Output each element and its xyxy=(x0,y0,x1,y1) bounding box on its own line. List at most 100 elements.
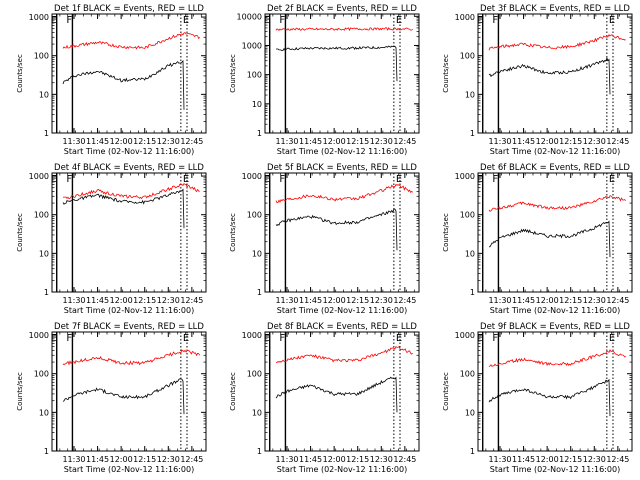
x-tick-label: 12:00 xyxy=(536,137,559,146)
x-tick-label: 11:45 xyxy=(86,296,109,305)
y-tick-label: 100 xyxy=(460,211,475,220)
x-axis-label: Start Time (02-Nov-12 11:16:00) xyxy=(277,306,407,315)
chart-panel-5: Det 5f BLACK = Events, RED = LLD 1 10 100 10… xyxy=(229,163,420,315)
y-tick-label: 10 xyxy=(252,249,262,258)
marker-label: F xyxy=(279,174,285,185)
y-axis-label: Counts/sec xyxy=(229,54,237,93)
events-series-line xyxy=(62,188,185,229)
y-tick-label: 1 xyxy=(470,288,475,297)
marker-label: F xyxy=(279,333,285,344)
x-tick-label: 12:00 xyxy=(323,296,346,305)
x-tick-label: 12:45 xyxy=(180,296,203,305)
x-tick-label: 12:30 xyxy=(370,137,393,146)
x-tick-label: 11:30 xyxy=(62,296,85,305)
chart-panel-8: Det 8f BLACK = Events, RED = LLD 1 10 100 10… xyxy=(229,322,420,474)
x-axis-label: Start Time (02-Nov-12 11:16:00) xyxy=(490,306,620,315)
events-series-line xyxy=(488,378,611,417)
chart-title: Det 2f BLACK = Events, RED = LLD xyxy=(267,4,417,14)
y-tick-label: 100 xyxy=(34,211,49,220)
marker-label: E xyxy=(51,333,57,344)
y-axis-label: Counts/sec xyxy=(442,372,450,411)
chart-title: Det 8f BLACK = Events, RED = LLD xyxy=(267,322,417,332)
marker-label: F xyxy=(492,174,498,185)
y-tick-label: 1000 xyxy=(455,13,475,22)
chart-title: Det 7f BLACK = Events, RED = LLD xyxy=(54,322,204,332)
x-tick-label: 11:30 xyxy=(275,455,298,464)
y-tick-label: 1000 xyxy=(29,331,49,340)
x-tick-label: 12:45 xyxy=(393,137,416,146)
lld-series-line xyxy=(275,345,413,363)
marker-label: E xyxy=(396,333,402,344)
chart-title: Det 9f BLACK = Events, RED = LLD xyxy=(480,322,630,332)
marker-label: E xyxy=(264,333,270,344)
y-axis-label: Counts/sec xyxy=(229,372,237,411)
marker-label: E xyxy=(183,333,189,344)
x-tick-label: 12:30 xyxy=(157,455,180,464)
x-tick-label: 12:15 xyxy=(346,137,369,146)
y-tick-label: 10 xyxy=(39,408,49,417)
chart-title: Det 1f BLACK = Events, RED = LLD xyxy=(54,4,204,14)
lld-series-line xyxy=(62,182,200,200)
x-tick-label: 12:00 xyxy=(110,137,133,146)
marker-label: E xyxy=(51,15,57,26)
y-axis-label: Counts/sec xyxy=(229,213,237,252)
plot-frame xyxy=(477,13,633,134)
y-tick-label: 100 xyxy=(34,52,49,61)
x-tick-label: 11:45 xyxy=(299,137,322,146)
y-tick-label: 1 xyxy=(257,447,262,456)
lld-series-line xyxy=(275,27,413,32)
y-tick-label: 10000 xyxy=(237,12,262,21)
y-tick-label: 10 xyxy=(465,249,475,258)
y-tick-label: 100 xyxy=(247,211,262,220)
x-tick-label: 12:15 xyxy=(559,137,582,146)
marker-label: E xyxy=(396,174,402,185)
marker-label: E xyxy=(183,15,189,26)
x-axis-label: Start Time (02-Nov-12 11:16:00) xyxy=(277,147,407,156)
chart-panel-7: Det 7f BLACK = Events, RED = LLD 1 10 100 10… xyxy=(16,322,207,474)
y-tick-label: 10 xyxy=(252,408,262,417)
y-tick-label: 1 xyxy=(44,447,49,456)
y-tick-label: 10 xyxy=(252,100,262,109)
x-tick-label: 11:45 xyxy=(299,296,322,305)
x-axis-label: Start Time (02-Nov-12 11:16:00) xyxy=(490,465,620,474)
y-axis-label: Counts/sec xyxy=(442,54,450,93)
x-tick-label: 12:15 xyxy=(133,137,156,146)
chart-title: Det 5f BLACK = Events, RED = LLD xyxy=(267,163,417,173)
chart-panel-9: Det 9f BLACK = Events, RED = LLD 1 10 100 10… xyxy=(442,322,633,474)
marker-label: E xyxy=(264,15,270,26)
plot-frame xyxy=(51,331,207,452)
events-series-line xyxy=(276,45,398,82)
x-tick-label: 11:30 xyxy=(275,137,298,146)
y-tick-label: 1 xyxy=(44,129,49,138)
plot-frame xyxy=(51,172,207,293)
y-tick-label: 1000 xyxy=(455,172,475,181)
events-series-line xyxy=(62,378,185,415)
marker-label: E xyxy=(183,174,189,185)
x-tick-label: 12:00 xyxy=(536,455,559,464)
chart-panel-3: Det 3f BLACK = Events, RED = LLD 1 10 100 10… xyxy=(442,4,633,156)
marker-label: E xyxy=(609,333,615,344)
chart-title: Det 3f BLACK = Events, RED = LLD xyxy=(480,4,630,14)
x-tick-label: 12:30 xyxy=(157,137,180,146)
x-axis-label: Start Time (02-Nov-12 11:16:00) xyxy=(64,465,194,474)
chart-panel-2: Det 2f BLACK = Events, RED = LLD 1 10 100 10… xyxy=(229,4,420,156)
y-tick-label: 1 xyxy=(257,288,262,297)
x-tick-label: 12:30 xyxy=(583,137,606,146)
events-series-line xyxy=(275,208,398,251)
y-tick-label: 1000 xyxy=(29,13,49,22)
events-series-line xyxy=(488,56,611,95)
x-tick-label: 11:45 xyxy=(512,296,535,305)
y-tick-label: 100 xyxy=(460,370,475,379)
x-tick-label: 12:00 xyxy=(323,137,346,146)
plot-frame xyxy=(264,13,420,134)
x-tick-label: 12:30 xyxy=(583,296,606,305)
x-tick-label: 12:30 xyxy=(583,455,606,464)
y-tick-label: 100 xyxy=(34,370,49,379)
x-tick-label: 12:15 xyxy=(346,455,369,464)
lld-series-line xyxy=(62,349,201,366)
lld-series-line xyxy=(275,183,413,204)
marker-label: F xyxy=(492,333,498,344)
x-tick-label: 11:45 xyxy=(86,455,109,464)
marker-label: E xyxy=(477,333,483,344)
